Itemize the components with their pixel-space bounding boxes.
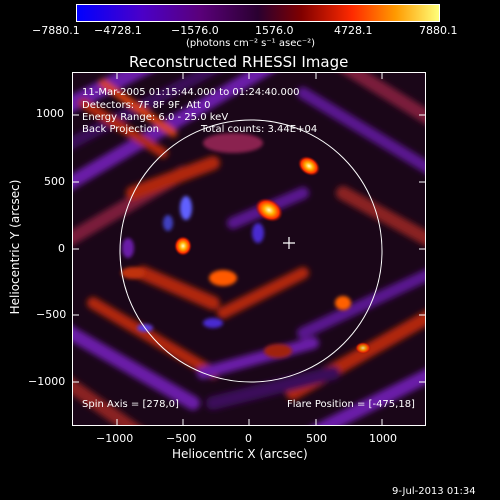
x-axis-label: Heliocentric X (arcsec) — [172, 447, 308, 461]
colorbar-tick: 7880.1 — [419, 24, 458, 37]
method: Back Projection — [82, 124, 159, 135]
y-tick-label: 500 — [44, 175, 65, 188]
spin-axis: Spin Axis = [278,0] — [82, 399, 179, 410]
y-tick-label: 0 — [58, 242, 65, 255]
colorbar-tick: 1576.0 — [255, 24, 294, 37]
x-tick-label: −500 — [166, 432, 197, 445]
y-tick-label: −500 — [36, 308, 67, 321]
colorbar — [76, 4, 440, 22]
plot-date: 9-Jul-2013 01:34 — [392, 486, 476, 497]
detectors: Detectors: 7F 8F 9F, Att 0 — [82, 100, 211, 111]
y-tick-label: 1000 — [36, 107, 64, 120]
image-title: Reconstructed RHESSI Image — [129, 53, 349, 71]
colorbar-tick: −7880.1 — [32, 24, 80, 37]
colorbar-tick: −1576.0 — [171, 24, 219, 37]
y-tick-label: −1000 — [28, 375, 66, 388]
x-tick-label: 1000 — [369, 432, 397, 445]
colorbar-tick: −4728.1 — [94, 24, 142, 37]
rhessi-image — [73, 73, 425, 425]
energy-range: Energy Range: 6.0 - 25.0 keV — [82, 112, 229, 123]
flare-position: Flare Position = [-475,18] — [287, 399, 415, 410]
x-tick-label: 500 — [306, 432, 327, 445]
time-range: 11-Mar-2005 01:15:44.000 to 01:24:40.000 — [82, 87, 300, 98]
total-counts: Total counts: 3.44E+04 — [201, 124, 318, 135]
plot-area — [72, 72, 426, 426]
x-tick-label: 0 — [245, 432, 252, 445]
colorbar-units: (photons cm⁻² s⁻¹ asec⁻²) — [186, 38, 316, 49]
x-tick-label: −1000 — [96, 432, 134, 445]
colorbar-tick: 4728.1 — [334, 24, 373, 37]
y-axis-label: Heliocentric Y (arcsec) — [8, 179, 22, 315]
